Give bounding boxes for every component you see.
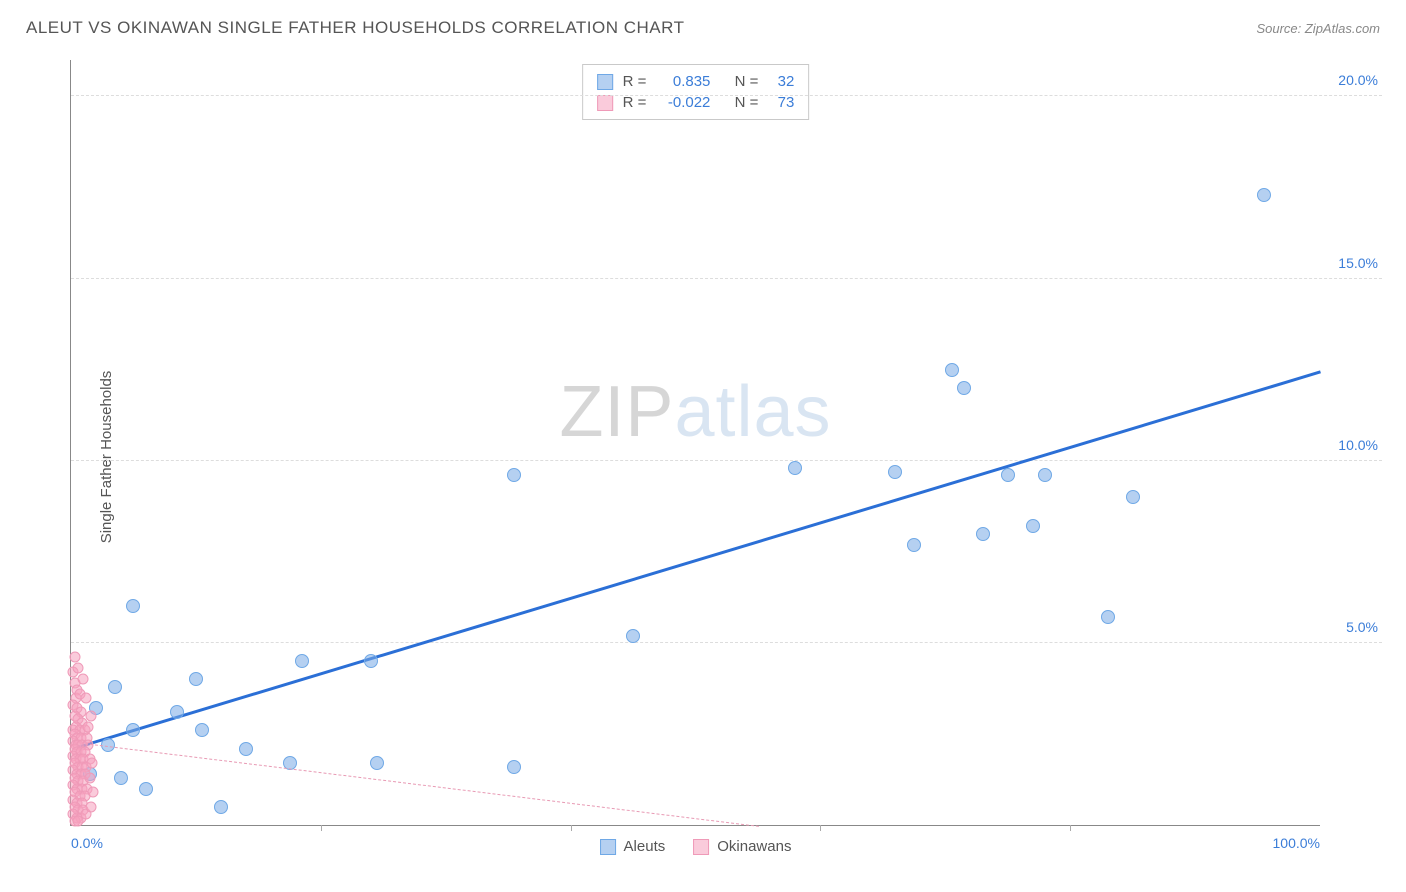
- data-point: [85, 801, 96, 812]
- data-point: [945, 363, 959, 377]
- stats-row-aleuts: R = 0.835 N = 32: [597, 71, 795, 92]
- source-attribution: Source: ZipAtlas.com: [1256, 21, 1380, 36]
- data-point: [195, 723, 209, 737]
- data-point: [88, 787, 99, 798]
- data-point: [73, 663, 84, 674]
- data-point: [1101, 610, 1115, 624]
- data-point: [507, 468, 521, 482]
- data-point: [295, 654, 309, 668]
- r-value-aleuts: 0.835: [656, 73, 710, 90]
- data-point: [170, 705, 184, 719]
- data-point: [957, 381, 971, 395]
- swatch-aleuts: [600, 839, 616, 855]
- data-point: [214, 800, 228, 814]
- legend-label: Okinawans: [717, 838, 791, 855]
- data-point: [84, 772, 95, 783]
- data-point: [80, 692, 91, 703]
- y-tick-label: 10.0%: [1338, 437, 1378, 453]
- y-tick-label: 20.0%: [1338, 72, 1378, 88]
- data-point: [1001, 468, 1015, 482]
- watermark: ZIPatlas: [559, 371, 831, 453]
- gridline: [71, 95, 1382, 96]
- data-point: [1038, 468, 1052, 482]
- y-tick-label: 5.0%: [1346, 619, 1378, 635]
- regression-line: [77, 370, 1322, 749]
- legend-item-aleuts: Aleuts: [600, 838, 666, 855]
- regression-line: [75, 742, 759, 827]
- swatch-okinawans: [597, 95, 613, 111]
- data-point: [126, 723, 140, 737]
- data-point: [87, 758, 98, 769]
- correlation-stats-box: R = 0.835 N = 32 R = -0.022 N = 73: [582, 64, 810, 120]
- x-tick-label: 0.0%: [71, 835, 103, 851]
- n-label: N =: [735, 73, 759, 90]
- chart-title: ALEUT VS OKINAWAN SINGLE FATHER HOUSEHOL…: [26, 18, 685, 38]
- n-value-aleuts: 32: [768, 73, 794, 90]
- x-tick: [571, 825, 572, 831]
- n-value-okinawans: 73: [768, 94, 794, 111]
- data-point: [888, 465, 902, 479]
- data-point: [507, 760, 521, 774]
- data-point: [1257, 188, 1271, 202]
- legend-label: Aleuts: [624, 838, 666, 855]
- data-point: [108, 680, 122, 694]
- r-value-okinawans: -0.022: [656, 94, 710, 111]
- y-tick-label: 15.0%: [1338, 255, 1378, 271]
- legend-item-okinawans: Okinawans: [693, 838, 791, 855]
- x-tick: [1070, 825, 1071, 831]
- data-point: [1026, 519, 1040, 533]
- x-tick-label: 100.0%: [1273, 835, 1320, 851]
- data-point: [126, 599, 140, 613]
- scatter-plot-area: ZIPatlas R = 0.835 N = 32 R = -0.022 N =…: [70, 60, 1320, 826]
- data-point: [189, 672, 203, 686]
- gridline: [71, 642, 1382, 643]
- data-point: [626, 629, 640, 643]
- gridline: [71, 278, 1382, 279]
- data-point: [239, 742, 253, 756]
- data-point: [83, 721, 94, 732]
- data-point: [907, 538, 921, 552]
- data-point: [114, 771, 128, 785]
- r-label: R =: [623, 73, 647, 90]
- data-point: [1126, 490, 1140, 504]
- swatch-okinawans: [693, 839, 709, 855]
- x-tick: [321, 825, 322, 831]
- data-point: [85, 710, 96, 721]
- n-label: N =: [735, 94, 759, 111]
- data-point: [976, 527, 990, 541]
- data-point: [139, 782, 153, 796]
- data-point: [370, 756, 384, 770]
- data-point: [364, 654, 378, 668]
- data-point: [788, 461, 802, 475]
- data-point: [78, 674, 89, 685]
- r-label: R =: [623, 94, 647, 111]
- x-tick: [820, 825, 821, 831]
- swatch-aleuts: [597, 74, 613, 90]
- data-point: [69, 652, 80, 663]
- gridline: [71, 460, 1382, 461]
- legend: Aleuts Okinawans: [600, 838, 792, 855]
